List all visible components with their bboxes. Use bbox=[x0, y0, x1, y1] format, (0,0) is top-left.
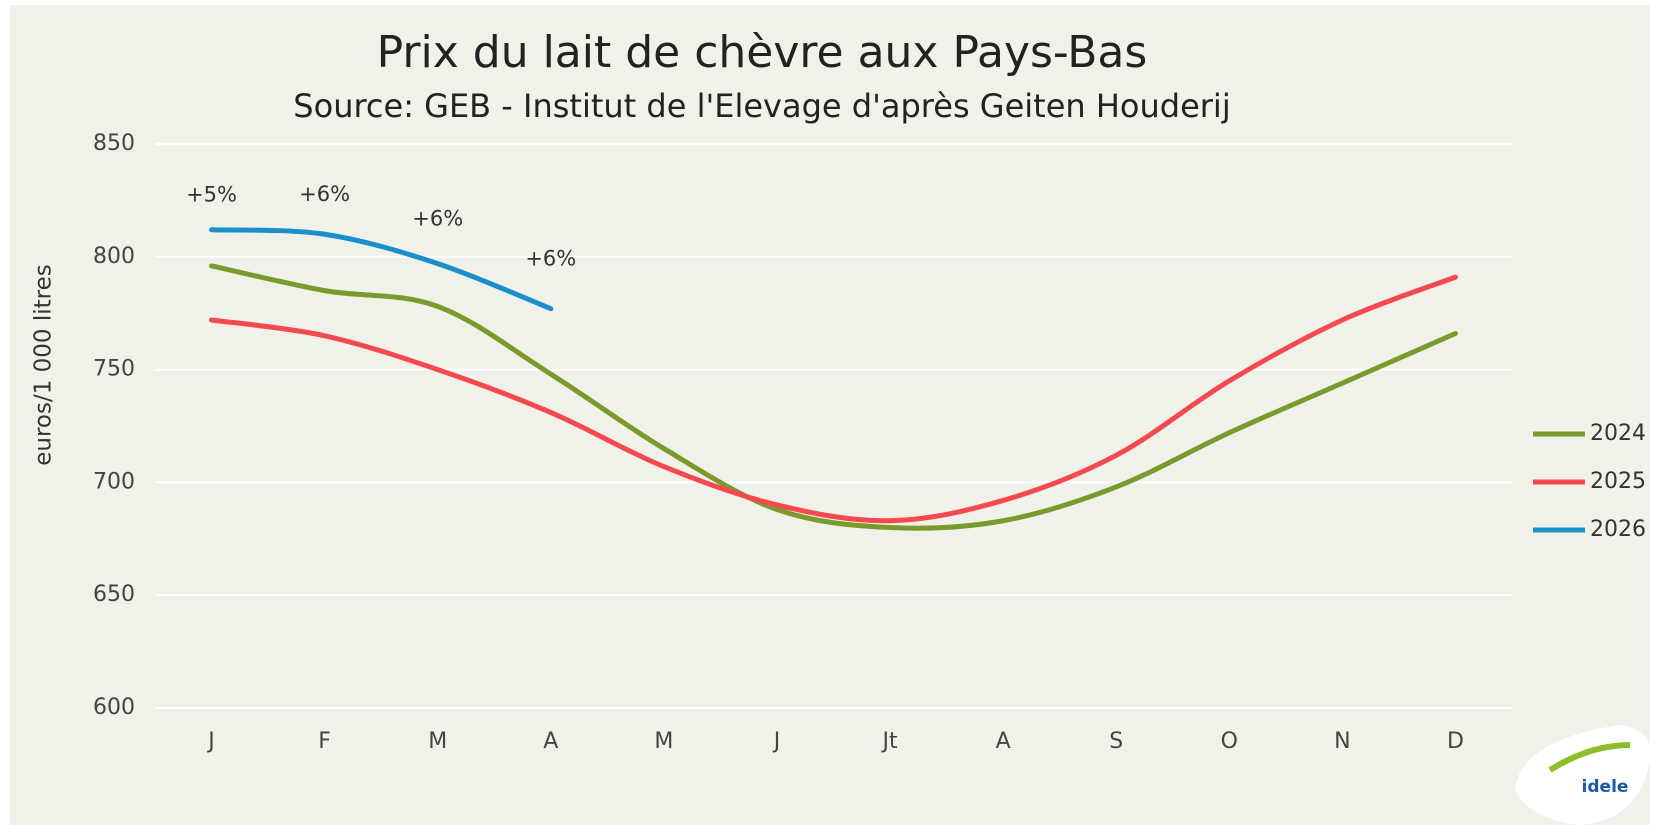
annotation: +6% bbox=[299, 182, 350, 206]
annotation: +6% bbox=[412, 207, 463, 231]
y-tick-label: 700 bbox=[93, 469, 135, 494]
x-tick-label: F bbox=[318, 729, 331, 754]
y-tick-label: 750 bbox=[93, 357, 135, 382]
x-tick-label: A bbox=[543, 729, 558, 754]
y-axis-label: euros/1 000 litres bbox=[31, 264, 57, 466]
logo-swoosh bbox=[1548, 742, 1631, 773]
x-tick-label: J bbox=[206, 729, 215, 754]
y-tick-label: 600 bbox=[93, 695, 135, 720]
x-tick-label: O bbox=[1221, 729, 1238, 754]
y-tick-label: 650 bbox=[93, 582, 135, 607]
annotation: +5% bbox=[186, 183, 237, 207]
logo-text: idele bbox=[1582, 777, 1629, 797]
annotation: +6% bbox=[525, 247, 576, 271]
x-tick-label: N bbox=[1334, 729, 1350, 754]
series-line bbox=[209, 227, 554, 312]
x-tick-label: A bbox=[996, 729, 1011, 754]
x-tick-label: D bbox=[1447, 729, 1464, 754]
logo-shape bbox=[1515, 725, 1651, 825]
x-tick-label: J bbox=[772, 729, 781, 754]
x-tick-label: Jt bbox=[880, 729, 897, 754]
y-tick-label: 850 bbox=[93, 131, 135, 156]
x-tick-label: S bbox=[1109, 729, 1123, 754]
logo: idele bbox=[1515, 725, 1651, 825]
chart-subtitle: Source: GEB - Institut de l'Elevage d'ap… bbox=[293, 87, 1230, 125]
legend-label: 2025 bbox=[1590, 469, 1646, 494]
x-tick-label: M bbox=[654, 729, 673, 754]
x-tick-label: M bbox=[428, 729, 447, 754]
series-line bbox=[209, 274, 1458, 524]
legend-label: 2024 bbox=[1590, 421, 1646, 446]
y-tick-label: 800 bbox=[93, 244, 135, 269]
series-line bbox=[209, 263, 1458, 531]
legend-label: 2026 bbox=[1590, 517, 1646, 542]
background bbox=[10, 5, 1650, 825]
chart-title: Prix du lait de chèvre aux Pays-Bas bbox=[377, 27, 1148, 78]
